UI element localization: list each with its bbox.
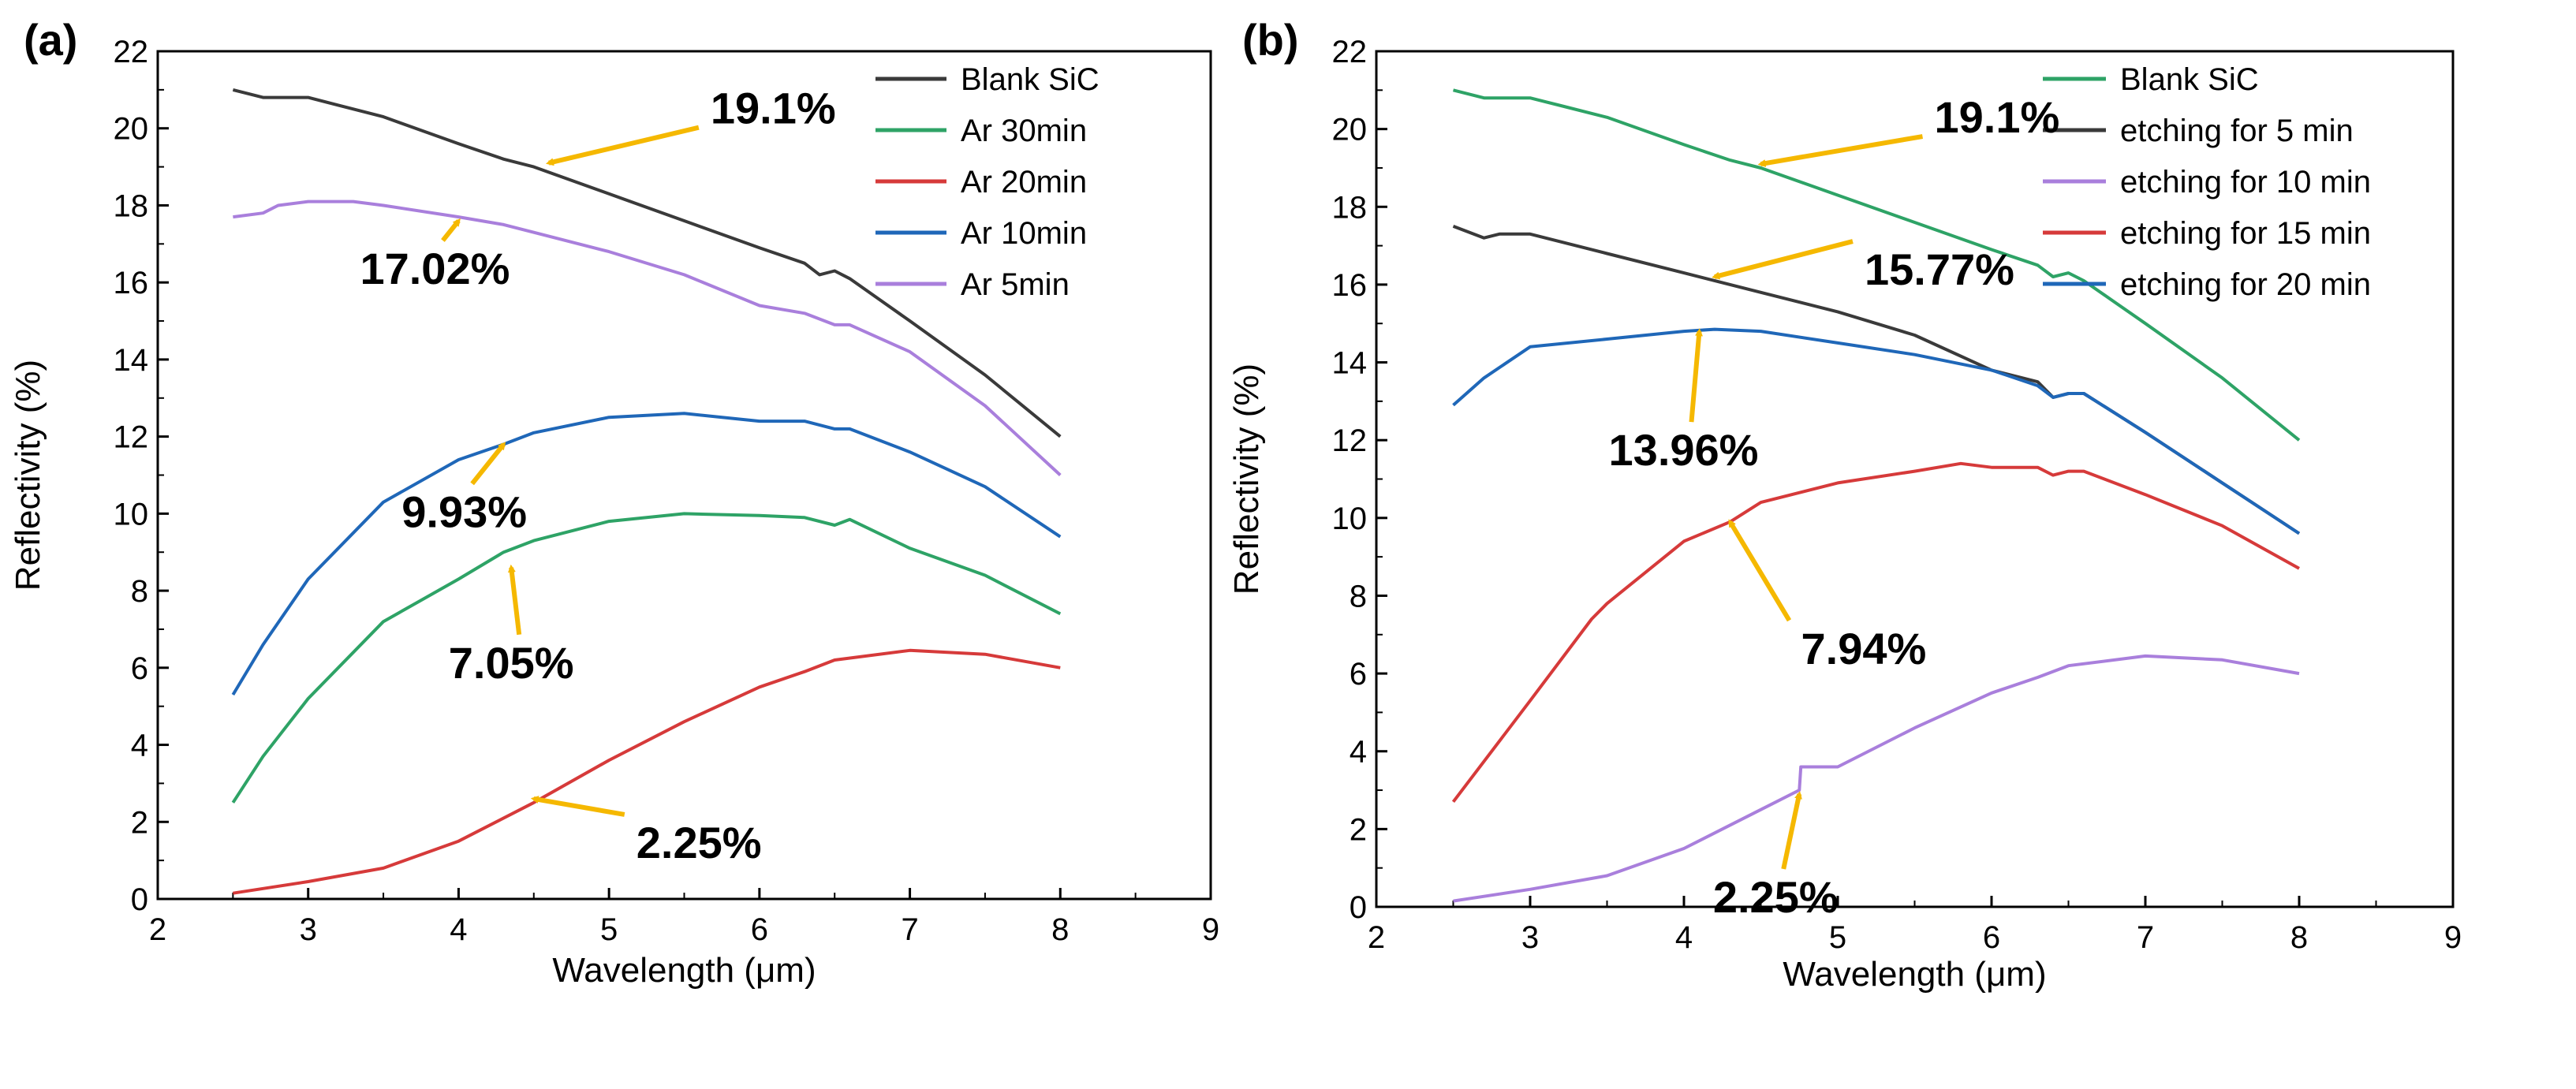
y-tick-label: 0 — [131, 882, 148, 917]
legend-entry: Blank SiC — [961, 62, 1099, 97]
series-line-etching-for-10-min — [1453, 654, 2300, 903]
annotation-arrow — [1712, 239, 1854, 280]
panel-label: (b) — [1242, 15, 1299, 65]
series-line-etching-for-20-min — [1452, 327, 2301, 535]
y-tick-label: 2 — [1350, 812, 1367, 847]
annotation-label: 15.77% — [1865, 244, 2014, 294]
x-tick-label: 8 — [2290, 920, 2308, 955]
y-tick-label: 10 — [114, 497, 149, 531]
legend-entry: Blank SiC — [2120, 62, 2259, 97]
x-tick-label: 3 — [300, 912, 317, 947]
series-line-blank-sic — [232, 88, 1062, 438]
y-tick-label: 8 — [1350, 579, 1367, 613]
x-axis-label: Wavelength (μm) — [1783, 955, 2046, 994]
x-tick-label: 2 — [1368, 920, 1385, 955]
series-line-ar-30min — [231, 512, 1062, 804]
series-line-ar-5min — [233, 200, 1062, 476]
x-tick-label: 7 — [901, 912, 918, 947]
legend-entry: etching for 10 min — [2120, 165, 2371, 200]
x-tick-label: 8 — [1051, 912, 1069, 947]
x-tick-label: 2 — [149, 912, 166, 947]
series-line-etching-for-15-min — [1451, 461, 2300, 804]
y-tick-label: 12 — [1332, 423, 1368, 458]
legend-entry: Ar 30min — [961, 114, 1087, 148]
y-tick-label: 0 — [1350, 890, 1367, 925]
y-tick-label: 12 — [114, 420, 149, 455]
x-tick-label: 9 — [2444, 920, 2462, 955]
annotation-arrow — [1781, 791, 1802, 870]
x-tick-label: 4 — [1675, 920, 1693, 955]
y-tick-label: 22 — [1332, 35, 1368, 69]
x-axis-label: Wavelength (μm) — [552, 951, 816, 990]
y-tick-label: 18 — [1332, 190, 1368, 225]
x-tick-label: 6 — [751, 912, 768, 947]
y-tick-label: 20 — [114, 112, 149, 147]
annotation-arrow — [441, 218, 461, 242]
annotation-arrow — [530, 796, 625, 817]
annotation-label: 9.93% — [401, 487, 527, 536]
series-line-ar-20min — [233, 648, 1061, 895]
annotation-label: 2.25% — [637, 818, 762, 867]
legend-entry: Ar 5min — [961, 267, 1070, 302]
y-tick-label: 20 — [1332, 113, 1368, 147]
y-tick-label: 10 — [1332, 502, 1368, 536]
annotation-arrow — [1727, 519, 1792, 622]
x-tick-label: 6 — [1983, 920, 2000, 955]
annotation-label: 19.1% — [1935, 92, 2060, 142]
annotation-arrow — [545, 125, 700, 166]
annotation-arrow — [1689, 328, 1703, 423]
series-line-ar-10min — [231, 412, 1062, 696]
annotation-label: 7.05% — [449, 638, 574, 688]
legend-entry: etching for 15 min — [2120, 216, 2371, 251]
annotation-label: 19.1% — [711, 84, 836, 133]
y-tick-label: 4 — [131, 729, 148, 763]
annotation-label: 2.25% — [1713, 872, 1839, 922]
annotation-arrow — [470, 442, 506, 486]
y-tick-label: 16 — [1332, 268, 1368, 303]
y-tick-label: 8 — [131, 574, 148, 609]
x-tick-label: 5 — [600, 912, 618, 947]
annotation-label: 7.94% — [1801, 624, 1927, 673]
x-tick-label: 9 — [1202, 912, 1219, 947]
y-tick-label: 14 — [1332, 346, 1368, 381]
y-tick-label: 16 — [114, 266, 149, 300]
y-tick-label: 18 — [114, 188, 149, 223]
y-axis-label: Reflectivity (%) — [9, 360, 47, 591]
x-tick-label: 5 — [1829, 920, 1846, 955]
y-tick-label: 6 — [131, 651, 148, 686]
legend-entry: etching for 20 min — [2120, 267, 2371, 302]
x-tick-label: 7 — [2137, 920, 2154, 955]
legend-entry: Ar 10min — [961, 216, 1087, 251]
x-tick-label: 4 — [450, 912, 467, 947]
y-tick-label: 6 — [1350, 657, 1367, 692]
series-line-blank-sic — [1453, 88, 2301, 442]
annotation-arrow — [1757, 134, 1924, 167]
legend-entry: Ar 20min — [961, 165, 1087, 200]
y-tick-label: 22 — [114, 35, 149, 69]
y-tick-label: 4 — [1350, 735, 1367, 770]
legend-entry: etching for 5 min — [2120, 114, 2354, 148]
y-tick-label: 2 — [131, 805, 148, 840]
y-tick-label: 14 — [114, 343, 149, 378]
y-axis-label: Reflectivity (%) — [1227, 364, 1266, 595]
annotation-label: 13.96% — [1609, 425, 1759, 475]
x-tick-label: 3 — [1521, 920, 1539, 955]
annotation-arrow — [507, 564, 522, 636]
panel-label: (a) — [24, 15, 77, 65]
annotation-label: 17.02% — [360, 244, 510, 293]
